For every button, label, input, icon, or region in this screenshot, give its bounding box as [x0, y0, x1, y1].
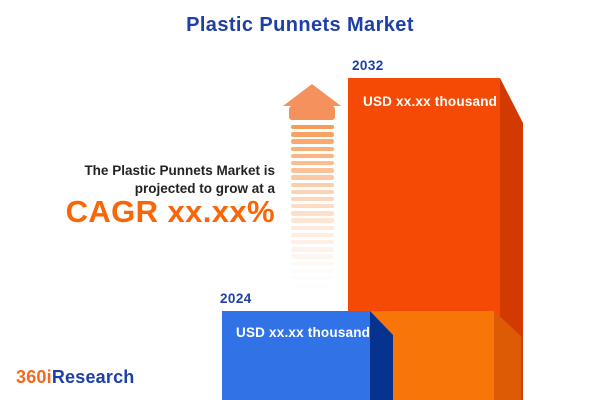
arrow-stripe [291, 218, 334, 223]
brand-logo: 360iResearch [16, 367, 135, 388]
up-arrow-icon [283, 84, 341, 120]
arrow-stripe [291, 261, 334, 266]
arrow-stripe [291, 254, 334, 259]
arrow-fade-stripes [291, 125, 334, 288]
arrow-stripe [291, 240, 334, 245]
arrow-stripe [291, 182, 334, 187]
brand-logo-suffix: Research [51, 367, 135, 387]
annotation-line-1: The Plastic Punnets Market is [84, 163, 275, 178]
bar-2032-base-side [494, 311, 521, 400]
value-label-2024: USD xx.xx thousand [236, 325, 371, 340]
arrow-stripe [291, 139, 334, 144]
arrow-stripe [291, 189, 334, 195]
arrow-stripe [291, 160, 334, 166]
bar-2024-side [370, 311, 393, 400]
arrow-stripe [291, 168, 334, 173]
arrow-stripe [291, 196, 334, 202]
arrow-stripe [291, 283, 334, 287]
page-title: Plastic Punnets Market [186, 14, 414, 36]
annotation-line-2: projected to grow at a [134, 181, 275, 196]
arrow-stripe [291, 153, 334, 159]
bar-2024 [222, 311, 393, 400]
arrow-stripe [291, 276, 334, 280]
arrow-stripe [291, 146, 334, 151]
brand-logo-prefix: 360i [16, 367, 52, 387]
year-label-2024: 2024 [220, 291, 252, 306]
arrow-stripe [291, 132, 334, 137]
arrow-stripe [291, 247, 334, 252]
arrow-stripe [291, 204, 334, 209]
bar-2032-side [500, 78, 523, 400]
year-label-2032: 2032 [352, 58, 384, 73]
value-label-2032: USD xx.xx thousand [363, 94, 498, 109]
arrow-stripe [291, 269, 334, 273]
annotation-block: The Plastic Punnets Market is projected … [65, 162, 275, 229]
arrow-stripe [291, 125, 334, 130]
cagr-value: CAGR xx.xx% [65, 194, 275, 229]
arrow-stripe [291, 232, 334, 238]
arrow-stripe [291, 211, 334, 216]
arrow-stripe [291, 225, 334, 231]
bar-2024-face [222, 311, 370, 400]
growth-arrow [282, 84, 342, 266]
arrow-stripe [291, 175, 334, 180]
